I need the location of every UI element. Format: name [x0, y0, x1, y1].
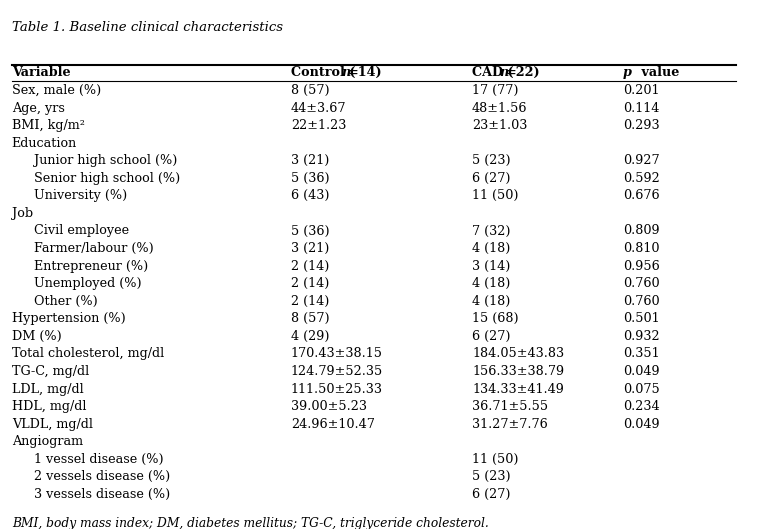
- Text: 0.809: 0.809: [623, 224, 660, 238]
- Text: Control (: Control (: [291, 66, 356, 78]
- Text: 4 (18): 4 (18): [472, 277, 510, 290]
- Text: TG-C, mg/dl: TG-C, mg/dl: [11, 365, 89, 378]
- Text: value: value: [636, 66, 679, 78]
- Text: 134.33±41.49: 134.33±41.49: [472, 382, 564, 396]
- Text: Unemployed (%): Unemployed (%): [34, 277, 142, 290]
- Text: 4 (18): 4 (18): [472, 295, 510, 308]
- Text: 0.760: 0.760: [623, 277, 660, 290]
- Text: DM (%): DM (%): [11, 330, 62, 343]
- Text: 0.760: 0.760: [623, 295, 660, 308]
- Text: CAD (: CAD (: [472, 66, 513, 78]
- Text: 0.956: 0.956: [623, 260, 660, 272]
- Text: Education: Education: [11, 136, 77, 150]
- Text: 11 (50): 11 (50): [472, 453, 519, 466]
- Text: BMI, body mass index; DM, diabetes mellitus; TG-C, triglyceride cholesterol.: BMI, body mass index; DM, diabetes melli…: [11, 517, 488, 529]
- Text: 36.71±5.55: 36.71±5.55: [472, 400, 548, 413]
- Text: 5 (23): 5 (23): [472, 154, 510, 167]
- Text: =14): =14): [347, 66, 382, 78]
- Text: 0.075: 0.075: [623, 382, 660, 396]
- Text: Farmer/labour (%): Farmer/labour (%): [34, 242, 154, 255]
- Text: Civil employee: Civil employee: [34, 224, 130, 238]
- Text: LDL, mg/dl: LDL, mg/dl: [11, 382, 83, 396]
- Text: 8 (57): 8 (57): [291, 312, 330, 325]
- Text: 24.96±10.47: 24.96±10.47: [291, 417, 375, 431]
- Text: 2 (14): 2 (14): [291, 295, 330, 308]
- Text: 31.27±7.76: 31.27±7.76: [472, 417, 548, 431]
- Text: 1 vessel disease (%): 1 vessel disease (%): [34, 453, 164, 466]
- Text: 22±1.23: 22±1.23: [291, 119, 346, 132]
- Text: 3 (21): 3 (21): [291, 242, 330, 255]
- Text: Angiogram: Angiogram: [11, 435, 83, 448]
- Text: 0.810: 0.810: [623, 242, 659, 255]
- Text: 5 (36): 5 (36): [291, 224, 330, 238]
- Text: 6 (27): 6 (27): [472, 330, 510, 343]
- Text: 0.234: 0.234: [623, 400, 660, 413]
- Text: Job: Job: [11, 207, 33, 220]
- Text: 124.79±52.35: 124.79±52.35: [291, 365, 383, 378]
- Text: n: n: [342, 66, 351, 78]
- Text: 5 (23): 5 (23): [472, 470, 510, 484]
- Text: 7 (32): 7 (32): [472, 224, 510, 238]
- Text: Table 1. Baseline clinical characteristics: Table 1. Baseline clinical characteristi…: [11, 21, 283, 34]
- Text: 0.049: 0.049: [623, 365, 660, 378]
- Text: BMI, kg/m²: BMI, kg/m²: [11, 119, 85, 132]
- Text: 0.049: 0.049: [623, 417, 660, 431]
- Text: University (%): University (%): [34, 189, 127, 203]
- Text: Entrepreneur (%): Entrepreneur (%): [34, 260, 149, 272]
- Text: 6 (27): 6 (27): [472, 172, 510, 185]
- Text: 5 (36): 5 (36): [291, 172, 330, 185]
- Text: 2 vessels disease (%): 2 vessels disease (%): [34, 470, 171, 484]
- Text: Senior high school (%): Senior high school (%): [34, 172, 181, 185]
- Text: 17 (77): 17 (77): [472, 84, 519, 97]
- Text: 0.927: 0.927: [623, 154, 660, 167]
- Text: Total cholesterol, mg/dl: Total cholesterol, mg/dl: [11, 348, 164, 360]
- Text: =22): =22): [505, 66, 540, 78]
- Text: 6 (43): 6 (43): [291, 189, 330, 203]
- Text: 15 (68): 15 (68): [472, 312, 519, 325]
- Text: 0.592: 0.592: [623, 172, 660, 185]
- Text: 48±1.56: 48±1.56: [472, 102, 527, 115]
- Text: 2 (14): 2 (14): [291, 260, 330, 272]
- Text: 4 (29): 4 (29): [291, 330, 330, 343]
- Text: 0.351: 0.351: [623, 348, 660, 360]
- Text: 0.932: 0.932: [623, 330, 660, 343]
- Text: Variable: Variable: [11, 66, 70, 78]
- Text: 0.676: 0.676: [623, 189, 660, 203]
- Text: 44±3.67: 44±3.67: [291, 102, 346, 115]
- Text: 39.00±5.23: 39.00±5.23: [291, 400, 367, 413]
- Text: Junior high school (%): Junior high school (%): [34, 154, 178, 167]
- Text: 170.43±38.15: 170.43±38.15: [291, 348, 383, 360]
- Text: 0.114: 0.114: [623, 102, 659, 115]
- Text: n: n: [499, 66, 508, 78]
- Text: 3 (21): 3 (21): [291, 154, 330, 167]
- Text: p: p: [623, 66, 632, 78]
- Text: 23±1.03: 23±1.03: [472, 119, 527, 132]
- Text: Other (%): Other (%): [34, 295, 98, 308]
- Text: 3 (14): 3 (14): [472, 260, 510, 272]
- Text: 2 (14): 2 (14): [291, 277, 330, 290]
- Text: Sex, male (%): Sex, male (%): [11, 84, 101, 97]
- Text: Age, yrs: Age, yrs: [11, 102, 65, 115]
- Text: 0.501: 0.501: [623, 312, 660, 325]
- Text: VLDL, mg/dl: VLDL, mg/dl: [11, 417, 93, 431]
- Text: Hypertension (%): Hypertension (%): [11, 312, 125, 325]
- Text: 0.201: 0.201: [623, 84, 659, 97]
- Text: 6 (27): 6 (27): [472, 488, 510, 501]
- Text: 0.293: 0.293: [623, 119, 660, 132]
- Text: 111.50±25.33: 111.50±25.33: [291, 382, 383, 396]
- Text: HDL, mg/dl: HDL, mg/dl: [11, 400, 86, 413]
- Text: 156.33±38.79: 156.33±38.79: [472, 365, 564, 378]
- Text: 3 vessels disease (%): 3 vessels disease (%): [34, 488, 171, 501]
- Text: 184.05±43.83: 184.05±43.83: [472, 348, 564, 360]
- Text: 11 (50): 11 (50): [472, 189, 519, 203]
- Text: 8 (57): 8 (57): [291, 84, 330, 97]
- Text: 4 (18): 4 (18): [472, 242, 510, 255]
